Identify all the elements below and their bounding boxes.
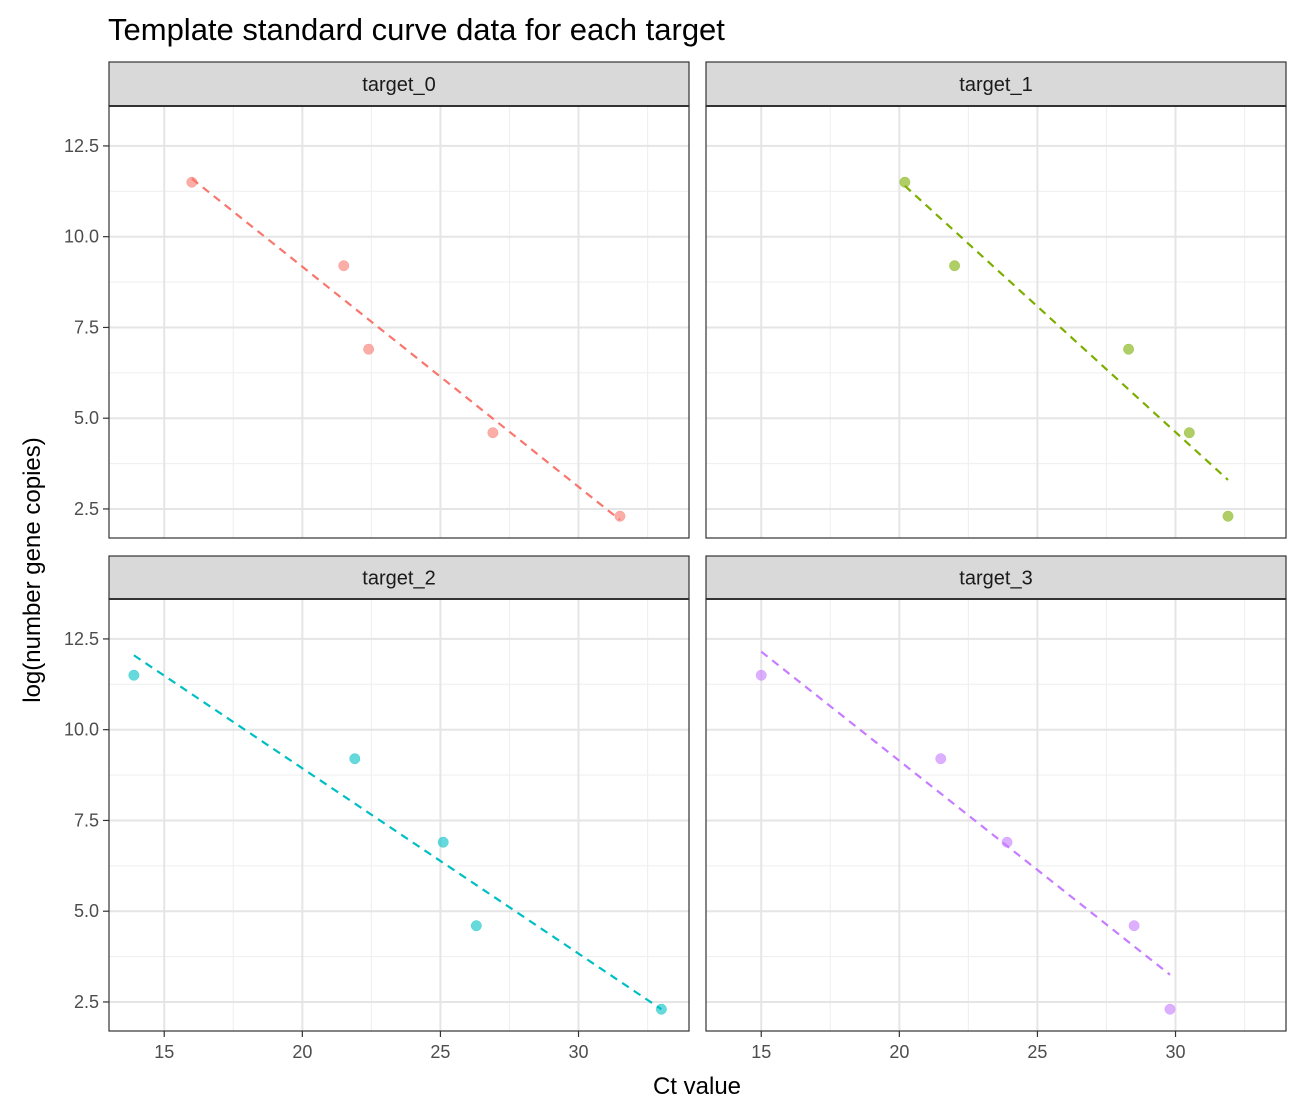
data-point xyxy=(899,176,911,188)
data-point xyxy=(1128,920,1140,932)
fit-line xyxy=(904,185,1229,481)
data-point xyxy=(949,260,961,272)
facet-strip xyxy=(705,555,1287,600)
y-axis-title: log(number gene copies) xyxy=(19,437,46,703)
facet-strip-label: target_3 xyxy=(959,568,1032,590)
y-tick-label: 12.5 xyxy=(64,629,99,649)
facet-strip xyxy=(108,555,690,600)
x-tick-label: 15 xyxy=(154,1042,174,1062)
data-point xyxy=(338,260,350,272)
y-tick-label: 5.0 xyxy=(74,901,99,921)
y-tick-label: 7.5 xyxy=(74,810,99,830)
x-tick-label: 15 xyxy=(751,1042,771,1062)
facet-strip xyxy=(705,61,1287,107)
x-tick-label: 20 xyxy=(292,1042,312,1062)
data-point xyxy=(128,669,140,681)
y-tick-label: 7.5 xyxy=(74,317,99,337)
data-point xyxy=(935,753,947,765)
data-point xyxy=(437,836,449,848)
x-tick-label: 25 xyxy=(1027,1042,1047,1062)
data-point xyxy=(755,669,767,681)
fit-line xyxy=(133,654,662,1011)
facet-strip xyxy=(108,61,690,107)
data-point xyxy=(487,427,499,439)
x-tick-label: 30 xyxy=(569,1042,589,1062)
data-point xyxy=(614,510,626,522)
panel-background xyxy=(109,599,689,1031)
y-tick-label: 2.5 xyxy=(74,499,99,519)
data-point xyxy=(655,1003,667,1015)
y-tick-label: 2.5 xyxy=(74,992,99,1012)
panel-background xyxy=(109,106,689,538)
y-tick-label: 10.0 xyxy=(64,227,99,247)
panel-target_0: target_0 2.5 5.0 7.5 10.0 12.5 xyxy=(64,61,690,539)
fit-line xyxy=(191,177,621,521)
data-point xyxy=(349,753,361,765)
y-tick-label: 5.0 xyxy=(74,408,99,428)
data-point xyxy=(186,176,198,188)
data-point xyxy=(363,343,375,355)
panel-target_3: target_3 15 20 25 30 xyxy=(705,555,1287,1062)
panel-background xyxy=(706,106,1286,538)
facet-strip-label: target_2 xyxy=(362,568,435,590)
data-point xyxy=(1183,427,1195,439)
x-tick-label: 30 xyxy=(1166,1042,1186,1062)
facet-strip-label: target_1 xyxy=(959,74,1032,96)
y-tick-label: 10.0 xyxy=(64,720,99,740)
x-tick-label: 20 xyxy=(889,1042,909,1062)
data-point xyxy=(1123,343,1135,355)
facet-strip-label: target_0 xyxy=(362,74,435,96)
data-point xyxy=(1222,510,1234,522)
data-point xyxy=(1164,1003,1176,1015)
fit-line xyxy=(760,650,1171,976)
x-axis-title: Ct value xyxy=(653,1073,741,1100)
data-point xyxy=(1001,836,1013,848)
data-point xyxy=(470,920,482,932)
panel-target_1: target_1 xyxy=(705,61,1287,539)
panel-background xyxy=(706,599,1286,1031)
y-tick-label: 12.5 xyxy=(64,136,99,156)
panel-target_2: target_2 2.5 5.0 7.5 10.0 12.5 15 20 25 30 xyxy=(64,555,690,1062)
x-tick-label: 25 xyxy=(430,1042,450,1062)
chart-title: Template standard curve data for each ta… xyxy=(108,12,725,47)
facet-panels: target_0 2.5 5.0 7.5 10.0 12.5 target_1 target_… xyxy=(64,61,1287,1062)
